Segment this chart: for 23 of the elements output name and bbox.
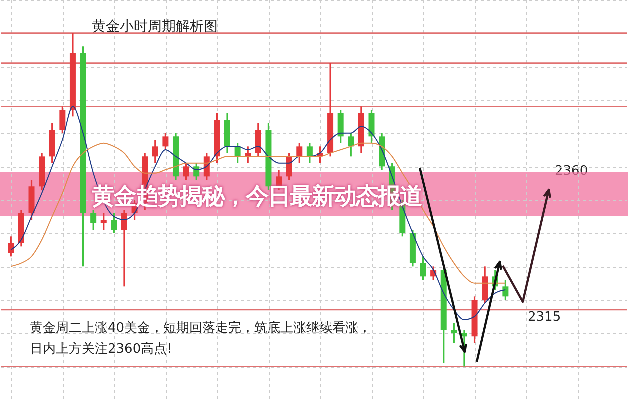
candlestick <box>100 212 107 231</box>
candlestick <box>286 152 292 181</box>
text: 2315 <box>528 310 562 325</box>
candlestick <box>8 236 14 258</box>
candlestick <box>420 256 426 281</box>
candlestick <box>482 266 488 304</box>
candlestick <box>111 212 118 234</box>
text: 2360 <box>555 164 588 179</box>
candlestick <box>183 162 190 181</box>
candlestick <box>306 142 313 164</box>
candlestick <box>338 109 344 144</box>
candlestick <box>502 279 509 301</box>
candlestick <box>296 142 303 164</box>
candlestick <box>368 109 375 144</box>
candlestick <box>162 132 169 151</box>
candlestick <box>152 139 158 164</box>
candlestick <box>60 106 66 134</box>
chart-title: 黄金小时周期解析图 <box>92 18 218 36</box>
candlestick <box>90 209 97 231</box>
candlestick <box>255 122 262 158</box>
candlestick <box>348 132 354 158</box>
candlestick <box>121 209 128 288</box>
candlestick <box>451 322 458 344</box>
